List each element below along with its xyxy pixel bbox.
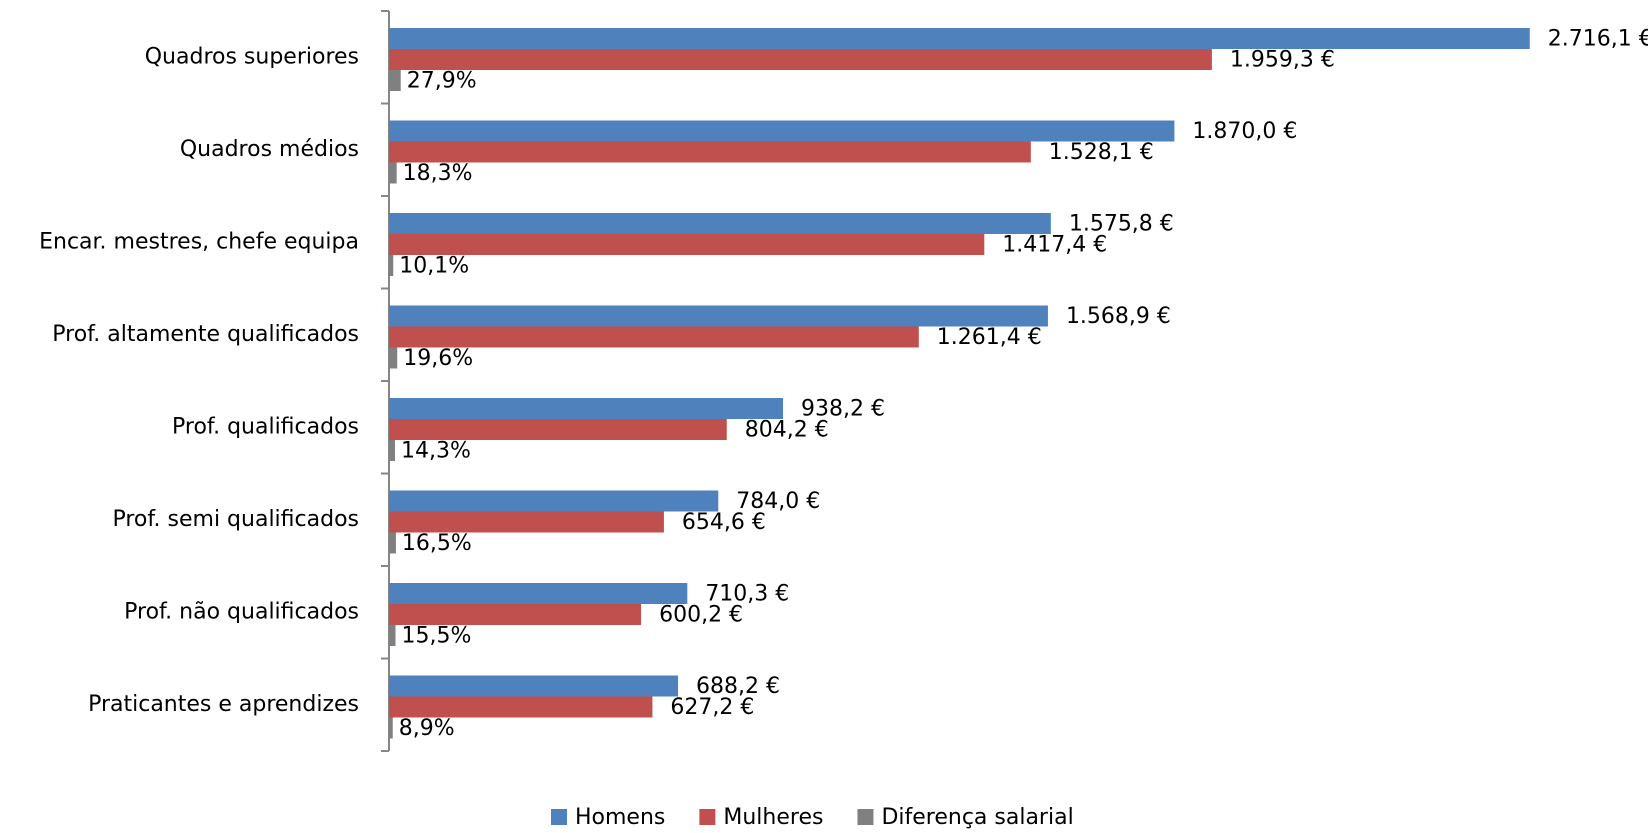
value-label: 710,3 € — [705, 582, 789, 607]
value-label: 688,2 € — [696, 674, 780, 699]
value-label: 8,9% — [399, 716, 455, 741]
bar — [389, 255, 394, 276]
value-label: 15,5% — [402, 624, 472, 649]
legend-swatch — [699, 809, 716, 825]
category-label: Quadros superiores — [145, 44, 359, 69]
category-label: Prof. não qualificados — [124, 599, 359, 624]
value-label: 627,2 € — [670, 695, 754, 720]
category-label: Quadros médios — [180, 137, 359, 162]
value-label: 18,3% — [403, 161, 473, 186]
bar — [389, 120, 1175, 142]
value-label: 14,3% — [401, 439, 471, 464]
bar — [389, 490, 719, 512]
value-label: 27,9% — [407, 69, 477, 94]
category-label: Prof. altamente qualificados — [52, 322, 359, 347]
value-label: 804,2 € — [745, 418, 829, 443]
category-label: Encar. mestres, chefe equipa — [39, 229, 359, 254]
bar — [389, 49, 1212, 70]
bar — [389, 326, 919, 348]
bar — [389, 213, 1051, 234]
bar — [389, 162, 397, 184]
bar — [389, 70, 401, 91]
bar — [389, 511, 664, 533]
bar — [389, 604, 642, 625]
bar — [389, 419, 727, 440]
value-label: 1.959,3 € — [1230, 48, 1335, 73]
value-label: 654,6 € — [682, 510, 766, 535]
value-label: 2.716,1 € — [1548, 27, 1648, 52]
legend-swatch — [857, 809, 874, 825]
value-label: 19,6% — [403, 346, 473, 371]
legend-swatch — [551, 809, 567, 825]
value-label: 1.528,1 € — [1049, 140, 1154, 165]
bar — [389, 305, 1048, 327]
value-label: 600,2 € — [659, 603, 743, 628]
value-label: 10,1% — [399, 254, 469, 279]
bar — [389, 347, 398, 369]
value-label: 1.417,4 € — [1002, 233, 1107, 258]
value-label: 1.575,8 € — [1069, 212, 1174, 237]
category-label: Praticantes e aprendizes — [88, 692, 359, 717]
bar — [389, 141, 1031, 163]
value-label: 1.261,4 € — [937, 325, 1042, 350]
bar — [389, 440, 396, 461]
category-label: Prof. qualificados — [172, 414, 359, 439]
legend-label: Diferença salarial — [881, 805, 1073, 830]
bar — [389, 696, 653, 718]
bar — [389, 625, 396, 646]
bar — [389, 532, 396, 554]
bar — [389, 717, 393, 739]
value-label: 16,5% — [402, 531, 472, 556]
bar — [389, 234, 985, 255]
value-label: 1.568,9 € — [1066, 304, 1171, 329]
value-label: 938,2 € — [801, 397, 885, 422]
legend-label: Homens — [575, 805, 665, 830]
bar — [389, 398, 784, 419]
value-label: 784,0 € — [736, 489, 820, 514]
legend-label: Mulheres — [723, 805, 823, 830]
value-label: 1.870,0 € — [1192, 119, 1297, 144]
bar — [389, 675, 679, 697]
bar — [389, 28, 1530, 49]
bar — [389, 583, 688, 604]
category-label: Prof. semi qualificados — [112, 507, 359, 532]
